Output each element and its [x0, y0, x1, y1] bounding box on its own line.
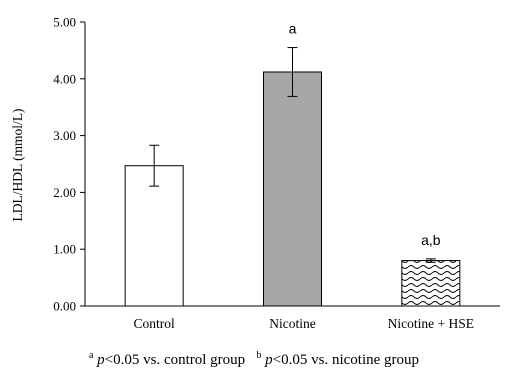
- y-axis-label: LDL/HDL (mmol/L): [10, 108, 25, 221]
- y-tick-label: 5.00: [53, 15, 76, 30]
- x-axis: Control Nicotine Nicotine + HSE: [85, 305, 500, 331]
- footnote-a-marker: a: [88, 350, 94, 361]
- bar-chart: 0.00 1.00 2.00 3.00 4.00 5.00 a a,b Control Nic…: [10, 15, 500, 331]
- footnote: a p<0.05 vs. control group b p<0.05 vs. …: [0, 350, 508, 369]
- footnote-b-text: <0.05 vs. nicotine group: [272, 352, 420, 368]
- bar-nicotine: [263, 71, 322, 307]
- y-tick-label: 2.00: [53, 185, 76, 200]
- footnote-a-text: <0.05 vs. control group: [104, 352, 246, 368]
- significance-annotation: a,b: [421, 232, 441, 248]
- bar-control: [124, 165, 184, 307]
- y-tick-label: 4.00: [53, 71, 76, 86]
- y-axis: 0.00 1.00 2.00 3.00 4.00 5.00: [53, 15, 86, 314]
- x-tick-label: Control: [134, 316, 176, 331]
- x-tick-label: Nicotine: [269, 316, 316, 331]
- significance-annotation: a: [289, 21, 297, 37]
- bar-nicotine-hse: [401, 260, 461, 307]
- footnote-b-marker: b: [256, 350, 262, 361]
- footnote-a-p: p: [97, 352, 105, 368]
- x-tick-label: Nicotine + HSE: [388, 316, 474, 331]
- bars: a a,b: [124, 21, 461, 307]
- y-tick-label: 1.00: [53, 242, 76, 257]
- y-tick-label: 3.00: [53, 128, 76, 143]
- y-tick-label: 0.00: [53, 299, 76, 314]
- footnote-b-p: p: [265, 352, 273, 368]
